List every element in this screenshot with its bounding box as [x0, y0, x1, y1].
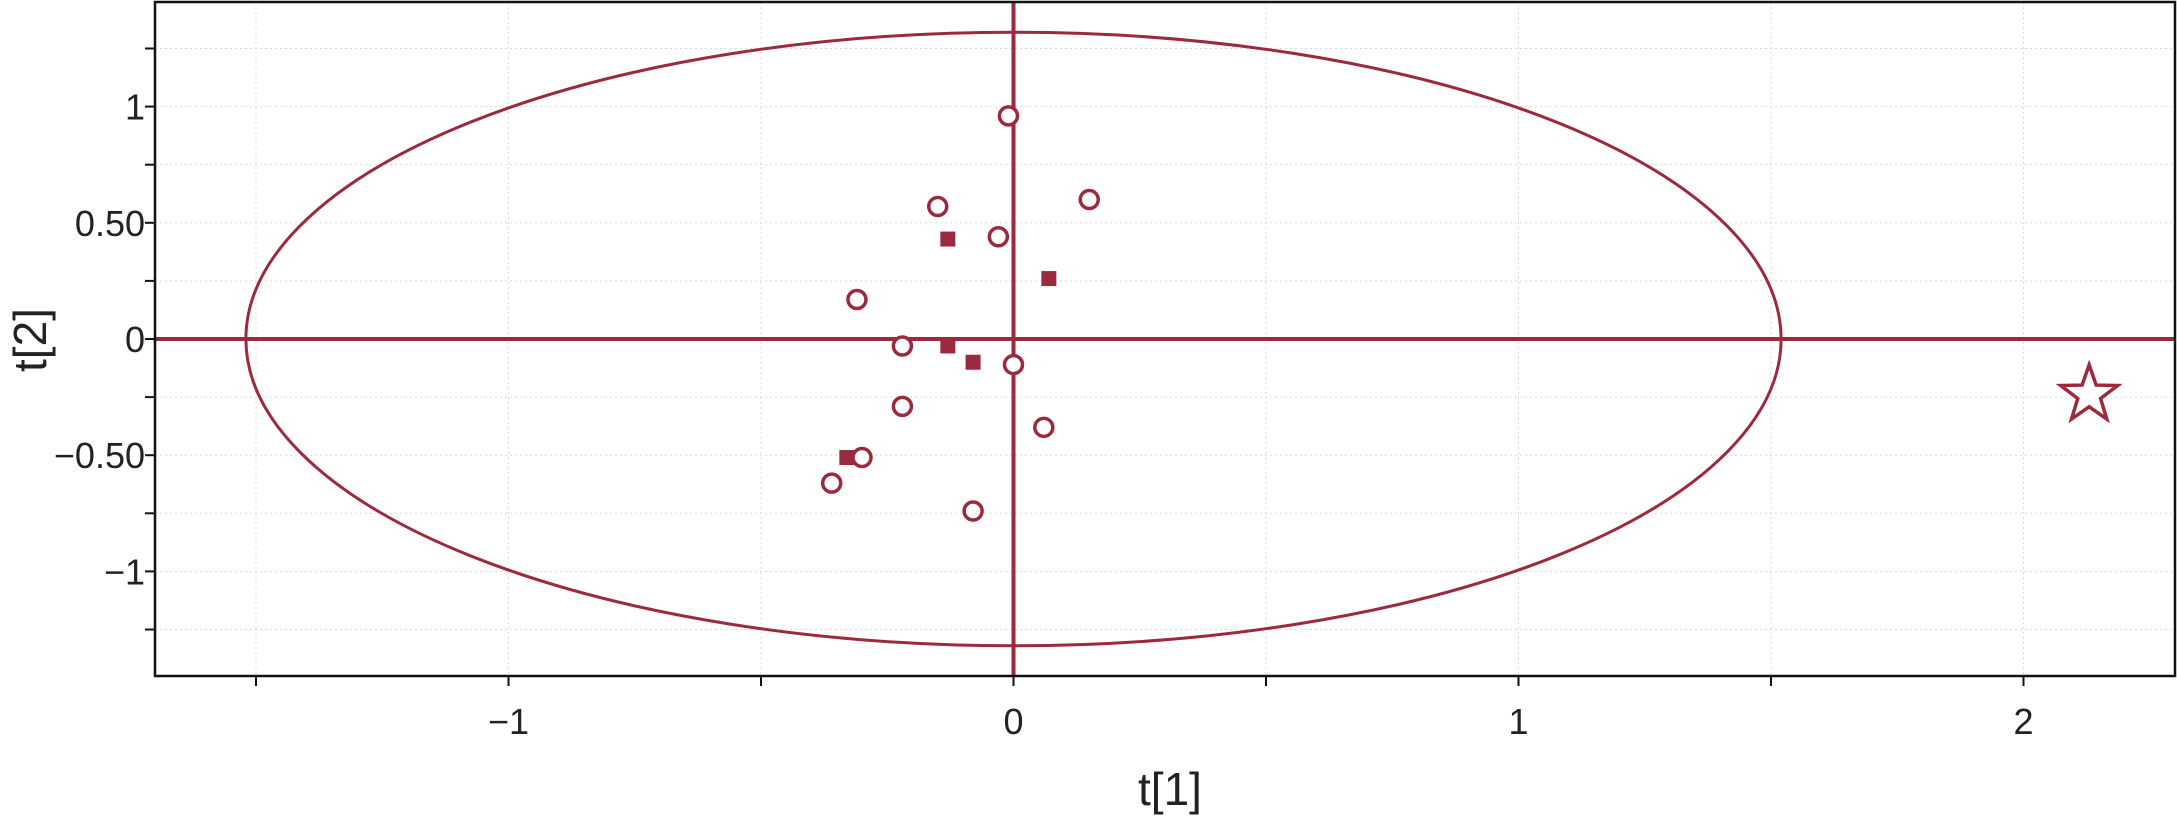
- x-tick-label: −1: [488, 701, 529, 742]
- circle-point: [1002, 353, 1025, 376]
- x-tick-label: 1: [1508, 701, 1528, 742]
- square-point: [839, 450, 855, 466]
- grid-lines: [155, 2, 2175, 676]
- y-tick-label: 0: [125, 319, 145, 360]
- y-tick-label: −1: [104, 551, 145, 592]
- y-tick-label: 1: [125, 87, 145, 128]
- x-axis-title: t[1]: [1138, 763, 1202, 815]
- circle-point: [891, 335, 914, 357]
- axis-ticks: −1 0 1 2 1 0.50 0 −0.50 −1: [54, 47, 2034, 742]
- circle-point: [851, 446, 873, 469]
- y-tick-label: −0.50: [54, 435, 145, 476]
- circle-point: [1033, 416, 1055, 439]
- circle-point: [997, 105, 1020, 127]
- square-point: [940, 231, 956, 247]
- circle-point: [962, 500, 984, 522]
- circle-point: [846, 288, 868, 311]
- square-point: [1041, 271, 1057, 287]
- square-point: [965, 354, 981, 370]
- circle-point: [1078, 188, 1100, 211]
- star-point: [2055, 359, 2123, 424]
- circle-point: [820, 472, 843, 494]
- circle-point: [891, 395, 914, 418]
- circle-point: [927, 195, 949, 218]
- y-tick-label: 0.50: [75, 203, 145, 244]
- zero-axes: [155, 2, 2175, 676]
- x-tick-label: 0: [1003, 701, 1023, 742]
- square-point: [940, 338, 956, 354]
- circle-point: [987, 225, 1010, 248]
- data-points: [820, 105, 2123, 522]
- x-tick-label: 2: [2013, 701, 2033, 742]
- y-axis-title: t[2]: [4, 308, 56, 372]
